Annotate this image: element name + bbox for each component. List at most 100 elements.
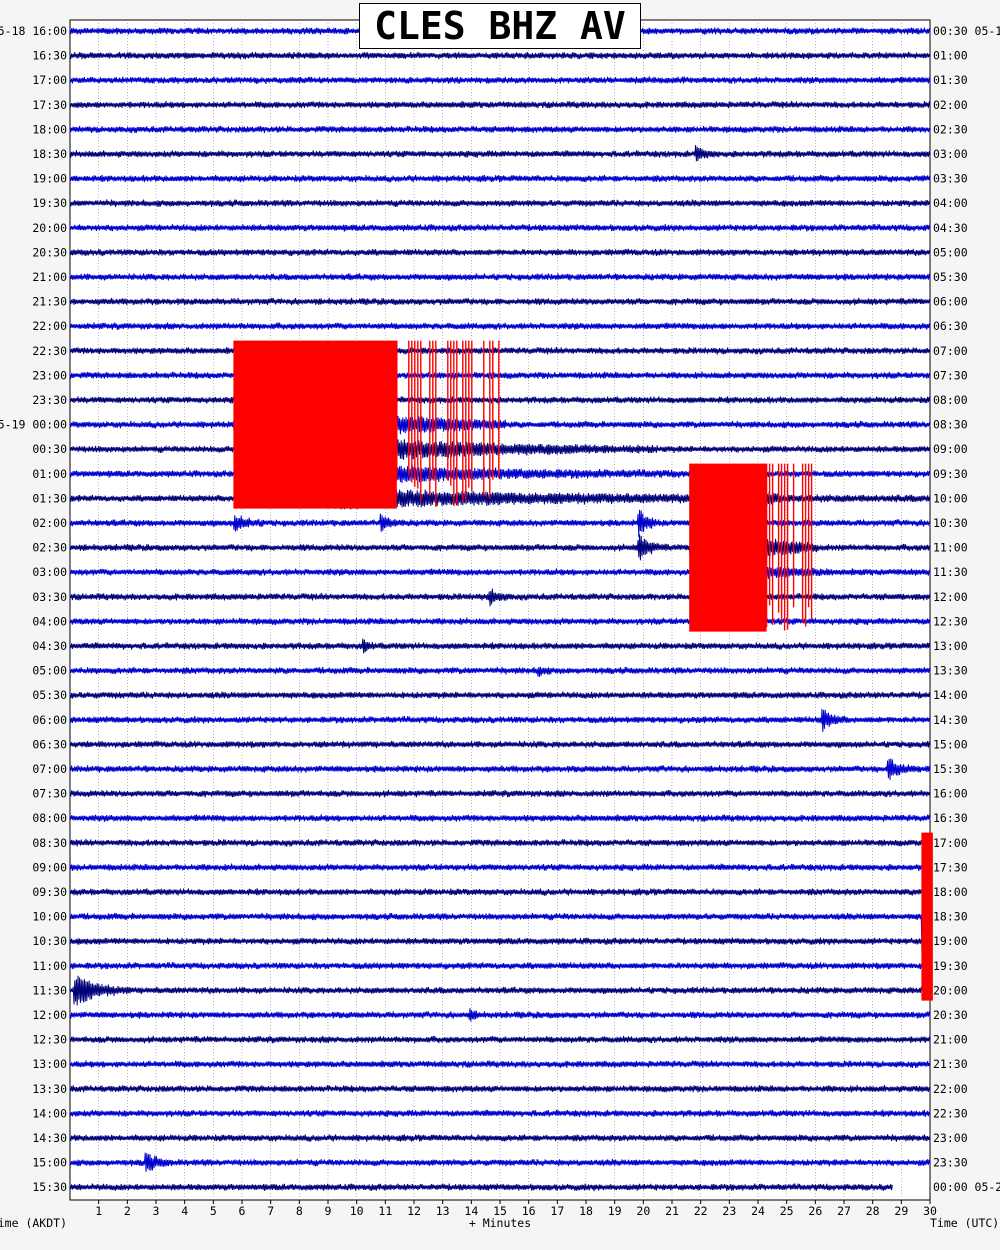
left-time-label: 21:00 — [32, 270, 67, 284]
left-time-label: 16:30 — [32, 49, 67, 63]
trace-10 — [69, 273, 931, 281]
x-tick-label: 24 — [751, 1204, 765, 1218]
left-time-label: 19:30 — [32, 196, 67, 210]
right-time-label: 15:30 — [933, 762, 968, 776]
trace-23 — [69, 588, 931, 607]
left-time-label: 15:30 — [32, 1180, 67, 1194]
x-tick-label: 5 — [210, 1204, 217, 1218]
plot-frame — [69, 19, 931, 1201]
left-time-label: 06:00 — [32, 713, 67, 727]
x-tick-label: 26 — [808, 1204, 822, 1218]
right-time-label: 09:30 — [933, 467, 968, 481]
x-tick-label: 29 — [894, 1204, 908, 1218]
left-time-label: 23:00 — [32, 368, 67, 382]
right-time-label: 11:30 — [933, 565, 968, 579]
clipped-tail-0 — [396, 340, 500, 507]
x-tick-label: 27 — [837, 1204, 851, 1218]
left-time-label: 14:30 — [32, 1131, 67, 1145]
clipped-block-0 — [233, 340, 397, 509]
x-tick-label: 25 — [780, 1204, 794, 1218]
right-time-label: 02:30 — [933, 122, 968, 136]
left-time-label: 20:30 — [32, 245, 67, 259]
right-time-label: 00:00 05-20 — [933, 1180, 1000, 1194]
right-time-label: 20:00 — [933, 983, 968, 997]
trace-33 — [69, 838, 931, 847]
x-tick-label: 20 — [636, 1204, 650, 1218]
right-time-label: 00:30 05-19 — [933, 24, 1000, 38]
trace-41 — [69, 1035, 931, 1044]
right-time-label: 14:30 — [933, 713, 968, 727]
x-tick-label: 12 — [407, 1204, 421, 1218]
clipped-block-1 — [689, 463, 767, 632]
trace-31 — [69, 789, 931, 798]
trace-39 — [69, 975, 931, 1006]
x-tick-label: 6 — [239, 1204, 246, 1218]
left-axis-title: Time (AKDT) — [0, 1216, 67, 1230]
x-tick-label: 14 — [464, 1204, 478, 1218]
x-tick-label: 1 — [95, 1204, 102, 1218]
trace-32 — [69, 814, 931, 822]
left-time-label: 11:00 — [32, 959, 67, 973]
x-tick-label: 30 — [923, 1204, 937, 1218]
left-time-label: 01:30 — [32, 491, 67, 505]
trace-14 — [69, 371, 931, 380]
trace-18 — [69, 458, 931, 489]
left-time-label: 02:00 — [32, 516, 67, 530]
left-time-label: 13:00 — [32, 1057, 67, 1071]
trace-21 — [69, 504, 931, 581]
left-time-label: 04:30 — [32, 639, 67, 653]
left-time-label: 03:00 — [32, 565, 67, 579]
right-time-label: 19:00 — [933, 934, 968, 948]
trace-19 — [69, 486, 931, 510]
trace-9 — [69, 248, 931, 257]
left-time-label: 02:30 — [32, 541, 67, 555]
x-tick-label: 17 — [550, 1204, 564, 1218]
x-tick-label: 28 — [866, 1204, 880, 1218]
left-time-label: 23:30 — [32, 393, 67, 407]
trace-38 — [69, 962, 931, 970]
left-time-label: 20:00 — [32, 221, 67, 235]
right-time-label: 23:00 — [933, 1131, 968, 1145]
right-axis-title: Time (UTC) — [930, 1216, 999, 1230]
x-tick-label: 7 — [267, 1204, 274, 1218]
x-tick-label: 23 — [722, 1204, 736, 1218]
trace-42 — [69, 1060, 931, 1068]
trace-36 — [69, 891, 931, 955]
trace-5 — [69, 144, 931, 162]
left-time-label: 17:00 — [32, 73, 67, 87]
left-time-label: 04:00 — [32, 614, 67, 628]
clipped-tail-1 — [765, 463, 813, 631]
right-time-label: 04:30 — [933, 221, 968, 235]
trace-26 — [69, 666, 931, 678]
x-tick-label: 13 — [436, 1204, 450, 1218]
right-time-label: 05:00 — [933, 245, 968, 259]
left-time-label: 05:30 — [32, 688, 67, 702]
trace-13 — [69, 346, 931, 355]
trace-25 — [69, 638, 931, 654]
trace-1 — [69, 51, 931, 60]
x-tick-label: 10 — [350, 1204, 364, 1218]
right-time-label: 20:30 — [933, 1008, 968, 1022]
right-time-label: 09:00 — [933, 442, 968, 456]
x-tick-label: 3 — [153, 1204, 160, 1218]
right-time-label: 16:00 — [933, 787, 968, 801]
right-time-label: 01:30 — [933, 73, 968, 87]
right-time-label: 04:00 — [933, 196, 968, 210]
left-time-label: 07:00 — [32, 762, 67, 776]
right-time-label: 07:00 — [933, 344, 968, 358]
trace-47 — [69, 1183, 893, 1192]
right-time-label: 12:00 — [933, 590, 968, 604]
left-time-label: 07:30 — [32, 787, 67, 801]
left-time-label: 06:30 — [32, 737, 67, 751]
right-time-label: 18:30 — [933, 910, 968, 924]
right-time-label: 07:30 — [933, 368, 968, 382]
left-time-label: 08:30 — [32, 836, 67, 850]
left-time-label: 08:00 — [32, 811, 67, 825]
trace-27 — [69, 691, 931, 700]
left-time-label: 13:30 — [32, 1082, 67, 1096]
trace-17 — [69, 426, 931, 474]
right-time-label: 19:30 — [933, 959, 968, 973]
right-time-label: 15:00 — [933, 737, 968, 751]
left-time-label: 19:00 — [32, 172, 67, 186]
